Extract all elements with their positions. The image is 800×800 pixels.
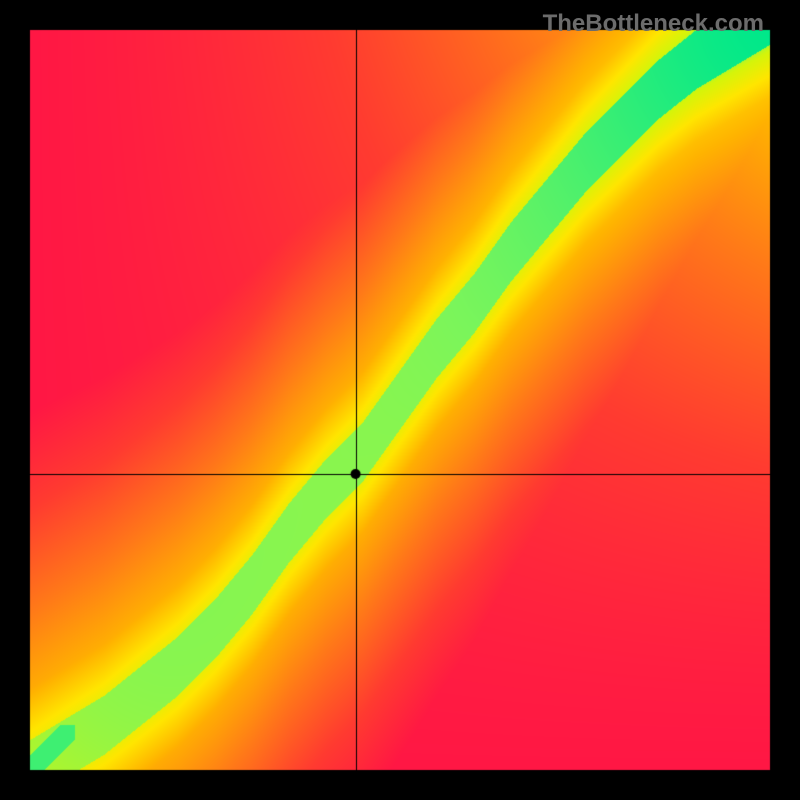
chart-container: TheBottleneck.com	[0, 0, 800, 800]
watermark-text: TheBottleneck.com	[543, 10, 764, 38]
bottleneck-heatmap	[0, 0, 800, 800]
